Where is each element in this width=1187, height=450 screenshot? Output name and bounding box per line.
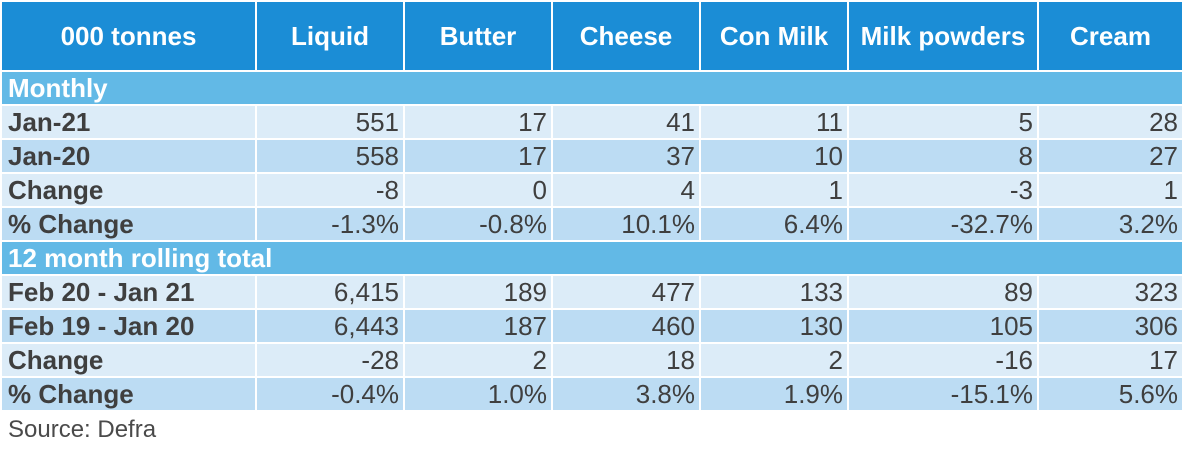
- row-label: Jan-20: [2, 139, 257, 174]
- table-cell: 1.0%: [404, 377, 553, 412]
- table-cell: 187: [404, 309, 553, 344]
- table-row: Feb 19 - Jan 20 6,443 187 460 130 105 306: [2, 309, 1182, 344]
- table-cell: 189: [404, 275, 553, 310]
- table-cell: 3.8%: [552, 377, 701, 412]
- table-cell: 477: [552, 275, 701, 310]
- section-header-row: Monthly: [2, 71, 1182, 106]
- table-row: Feb 20 - Jan 21 6,415 189 477 133 89 323: [2, 275, 1182, 310]
- table-cell: 11: [700, 105, 849, 140]
- table-cell: 5.6%: [1038, 377, 1182, 412]
- table-cell: 130: [700, 309, 849, 344]
- table-cell: 3.2%: [1038, 207, 1182, 242]
- table-body: Monthly Jan-21 551 17 41 11 5 28 Jan-20 558 17 37 10…: [2, 71, 1182, 412]
- table-cell: 323: [1038, 275, 1182, 310]
- table-cell: -3: [848, 173, 1039, 208]
- column-header-cream: Cream: [1038, 2, 1182, 72]
- table-cell: -16: [848, 343, 1039, 378]
- table-cell: -0.8%: [404, 207, 553, 242]
- unit-header: 000 tonnes: [2, 2, 257, 72]
- table-cell: 306: [1038, 309, 1182, 344]
- table-cell: 5: [848, 105, 1039, 140]
- table-cell: 4: [552, 173, 701, 208]
- table-cell: 27: [1038, 139, 1182, 174]
- row-label: Feb 20 - Jan 21: [2, 275, 257, 310]
- column-header-con-milk: Con Milk: [700, 2, 849, 72]
- dairy-production-table-container: 000 tonnes Liquid Butter Cheese Con Milk…: [2, 2, 1182, 444]
- table-row: Change -8 0 4 1 -3 1: [2, 173, 1182, 208]
- section-title: 12 month rolling total: [2, 241, 1182, 276]
- table-cell: 6,443: [256, 309, 405, 344]
- table-cell: -8: [256, 173, 405, 208]
- table-row: Change -28 2 18 2 -16 17: [2, 343, 1182, 378]
- table-cell: 17: [404, 139, 553, 174]
- table-cell: -0.4%: [256, 377, 405, 412]
- section-title: Monthly: [2, 71, 1182, 106]
- table-cell: 558: [256, 139, 405, 174]
- table-cell: 460: [552, 309, 701, 344]
- table-cell: 0: [404, 173, 553, 208]
- table-cell: 1: [1038, 173, 1182, 208]
- table-row: % Change -0.4% 1.0% 3.8% 1.9% -15.1% 5.6%: [2, 377, 1182, 412]
- table-cell: 17: [1038, 343, 1182, 378]
- row-label: Jan-21: [2, 105, 257, 140]
- table-cell: 41: [552, 105, 701, 140]
- table-cell: 37: [552, 139, 701, 174]
- table-cell: 18: [552, 343, 701, 378]
- source-note: Source: Defra: [8, 416, 157, 443]
- header-row: 000 tonnes Liquid Butter Cheese Con Milk…: [2, 2, 1182, 72]
- table-row: Jan-21 551 17 41 11 5 28: [2, 105, 1182, 140]
- table-cell: 10.1%: [552, 207, 701, 242]
- table-cell: 2: [700, 343, 849, 378]
- table-cell: 6.4%: [700, 207, 849, 242]
- column-header-cheese: Cheese: [552, 2, 701, 72]
- row-label: % Change: [2, 377, 257, 412]
- table-cell: 6,415: [256, 275, 405, 310]
- table-cell: 1: [700, 173, 849, 208]
- section-header-row: 12 month rolling total: [2, 241, 1182, 276]
- column-header-liquid: Liquid: [256, 2, 405, 72]
- table-cell: -32.7%: [848, 207, 1039, 242]
- table-cell: -15.1%: [848, 377, 1039, 412]
- table-cell: 133: [700, 275, 849, 310]
- table-row: Jan-20 558 17 37 10 8 27: [2, 139, 1182, 174]
- table-cell: 551: [256, 105, 405, 140]
- row-label: % Change: [2, 207, 257, 242]
- table-cell: 8: [848, 139, 1039, 174]
- column-header-milk-powders: Milk powders: [848, 2, 1039, 72]
- row-label: Change: [2, 343, 257, 378]
- column-header-butter: Butter: [404, 2, 553, 72]
- dairy-production-table: 000 tonnes Liquid Butter Cheese Con Milk…: [2, 2, 1182, 412]
- table-cell: 105: [848, 309, 1039, 344]
- table-row: % Change -1.3% -0.8% 10.1% 6.4% -32.7% 3.2%: [2, 207, 1182, 242]
- row-label: Feb 19 - Jan 20: [2, 309, 257, 344]
- table-cell: 10: [700, 139, 849, 174]
- table-cell: 2: [404, 343, 553, 378]
- table-cell: -1.3%: [256, 207, 405, 242]
- table-cell: -28: [256, 343, 405, 378]
- row-label: Change: [2, 173, 257, 208]
- table-cell: 28: [1038, 105, 1182, 140]
- table-cell: 89: [848, 275, 1039, 310]
- table-cell: 1.9%: [700, 377, 849, 412]
- table-cell: 17: [404, 105, 553, 140]
